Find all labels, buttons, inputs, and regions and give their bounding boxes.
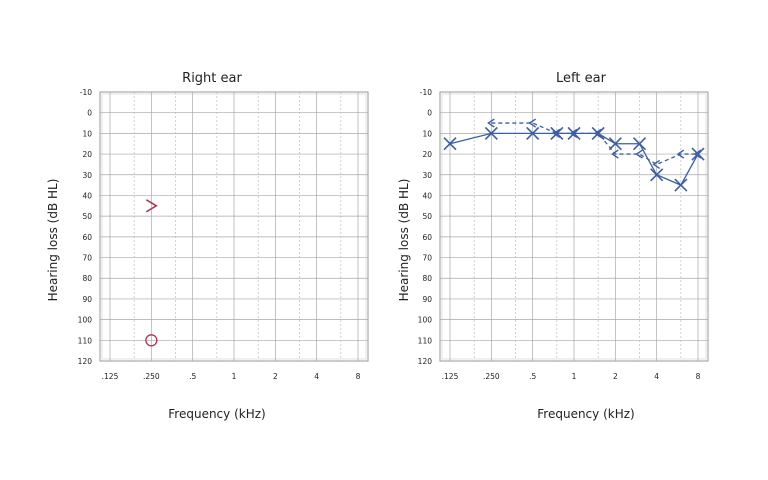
y-tick-label: -10	[420, 88, 432, 97]
y-tick-label: 30	[422, 171, 432, 180]
x-marker	[608, 137, 622, 151]
x-axis-label: Frequency (kHz)	[168, 407, 265, 421]
y-tick-label: 0	[87, 109, 92, 118]
angle-left-marker	[487, 118, 495, 128]
x-marker	[674, 178, 688, 192]
chart-title: Left ear	[556, 71, 607, 86]
x-tick-label: .5	[529, 372, 536, 381]
y-tick-label: 60	[82, 233, 92, 242]
x-tick-label: .125	[442, 372, 459, 381]
y-tick-label: 50	[82, 212, 92, 221]
y-tick-label: 110	[418, 336, 433, 345]
x-tick-label: 2	[273, 372, 278, 381]
y-tick-label: 90	[82, 295, 92, 304]
x-marker	[484, 126, 498, 140]
angle-left-marker	[676, 149, 685, 159]
y-tick-label: 50	[422, 212, 432, 221]
y-tick-label: 0	[427, 109, 432, 118]
x-marker	[443, 137, 457, 151]
y-tick-label: 80	[422, 274, 432, 283]
x-tick-label: .5	[189, 372, 196, 381]
angle-left-marker	[593, 128, 602, 138]
angle-left-marker	[528, 118, 537, 128]
x-tick-label: 4	[314, 372, 319, 381]
chart-title: Right ear	[182, 71, 242, 86]
x-tick-label: 1	[232, 372, 237, 381]
angle-left-marker	[552, 128, 561, 138]
x-marker	[650, 168, 664, 182]
y-tick-label: 10	[82, 129, 92, 138]
x-marker	[632, 137, 647, 151]
y-tick-label: 110	[78, 336, 93, 345]
y-axis-label: Hearing loss (dB HL)	[46, 179, 60, 302]
y-tick-label: 100	[78, 316, 93, 325]
x-marker	[691, 147, 705, 161]
angle-left-marker	[635, 149, 643, 159]
y-tick-label: -10	[80, 88, 92, 97]
x-tick-label: 2	[613, 372, 618, 381]
y-axis-label: Hearing loss (dB HL)	[397, 179, 411, 302]
y-tick-label: 30	[82, 171, 92, 180]
y-tick-label: 70	[82, 254, 92, 263]
x-tick-label: .250	[143, 372, 160, 381]
x-tick-label: 8	[696, 372, 701, 381]
y-tick-label: 80	[82, 274, 92, 283]
x-tick-label: 8	[356, 372, 361, 381]
y-tick-label: 120	[78, 357, 93, 366]
y-tick-label: 90	[422, 295, 432, 304]
angle-left-marker	[693, 149, 702, 159]
x-marker	[567, 126, 581, 140]
y-tick-label: 40	[422, 191, 432, 200]
x-marker	[526, 126, 540, 140]
y-tick-label: 20	[82, 150, 92, 159]
right-ear-panel: Right ear Hearing loss (dB HL) Frequency…	[46, 71, 369, 421]
y-tick-label: 70	[422, 254, 432, 263]
angle-left-marker	[652, 159, 661, 170]
y-tick-label: 60	[422, 233, 432, 242]
angle-right-marker	[145, 199, 158, 213]
y-tick-label: 100	[418, 316, 433, 325]
angle-left-marker	[569, 128, 578, 138]
circle-marker	[145, 334, 158, 347]
left-ear-audiogram: Left ear Hearing loss (dB HL) Frequency …	[397, 71, 709, 421]
y-tick-label: 20	[422, 150, 432, 159]
y-tick-label: 40	[82, 191, 92, 200]
bone-conduction-line	[491, 122, 698, 166]
right-ear-audiogram: Right ear Hearing loss (dB HL) Frequency…	[46, 71, 369, 421]
x-marker	[591, 126, 605, 140]
y-tick-label: 10	[422, 129, 432, 138]
x-axis-label: Frequency (kHz)	[537, 407, 634, 421]
left-ear-panel: Left ear Hearing loss (dB HL) Frequency …	[384, 0, 768, 480]
x-tick-label: 4	[654, 372, 659, 381]
y-tick-label: 120	[418, 357, 433, 366]
angle-left-marker	[611, 149, 619, 159]
x-tick-label: .250	[483, 372, 500, 381]
x-tick-label: 1	[572, 372, 577, 381]
x-marker	[550, 126, 564, 140]
x-tick-label: .125	[102, 372, 119, 381]
